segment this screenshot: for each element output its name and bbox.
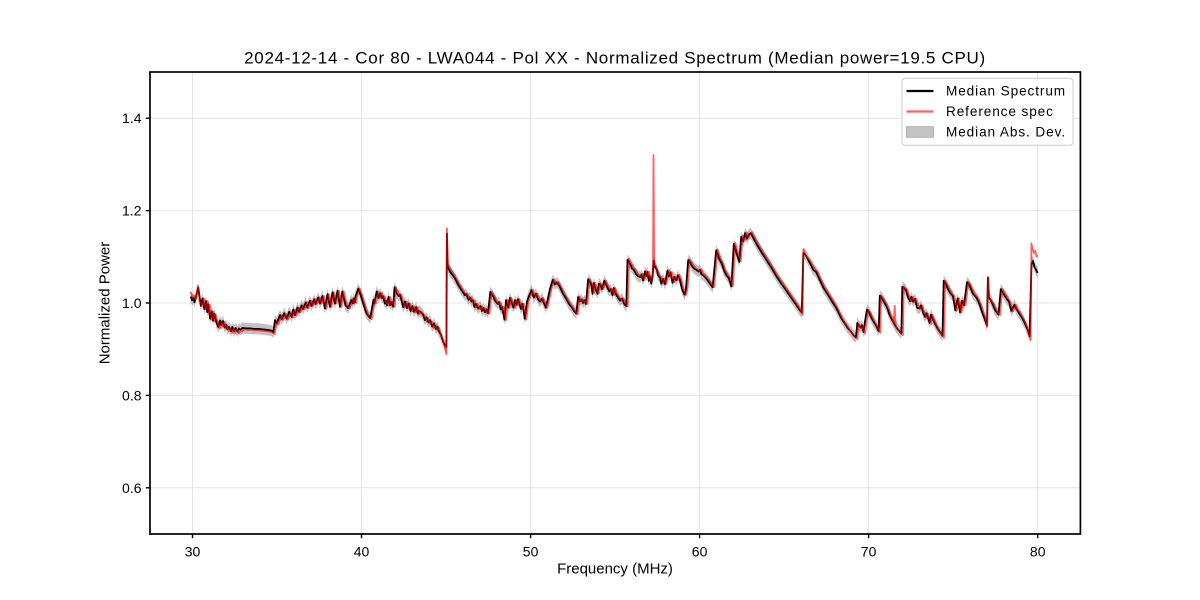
svg-text:50: 50 [523,543,539,559]
svg-text:Median Abs. Dev.: Median Abs. Dev. [946,125,1066,140]
svg-text:1.4: 1.4 [122,110,142,126]
svg-text:Frequency (MHz): Frequency (MHz) [557,561,673,578]
svg-text:0.8: 0.8 [122,387,142,403]
svg-text:2024-12-14 - Cor 80 - LWA044 -: 2024-12-14 - Cor 80 - LWA044 - Pol XX - … [244,49,986,68]
svg-text:Normalized Power: Normalized Power [97,242,114,365]
svg-text:40: 40 [354,543,370,559]
svg-text:Reference spec: Reference spec [946,104,1054,119]
svg-text:Median Spectrum: Median Spectrum [946,84,1066,99]
svg-text:30: 30 [185,543,201,559]
svg-text:60: 60 [692,543,708,559]
svg-text:70: 70 [861,543,877,559]
svg-text:0.6: 0.6 [122,480,142,496]
svg-text:1.0: 1.0 [122,295,142,311]
svg-text:80: 80 [1030,543,1046,559]
svg-text:1.2: 1.2 [122,203,142,219]
